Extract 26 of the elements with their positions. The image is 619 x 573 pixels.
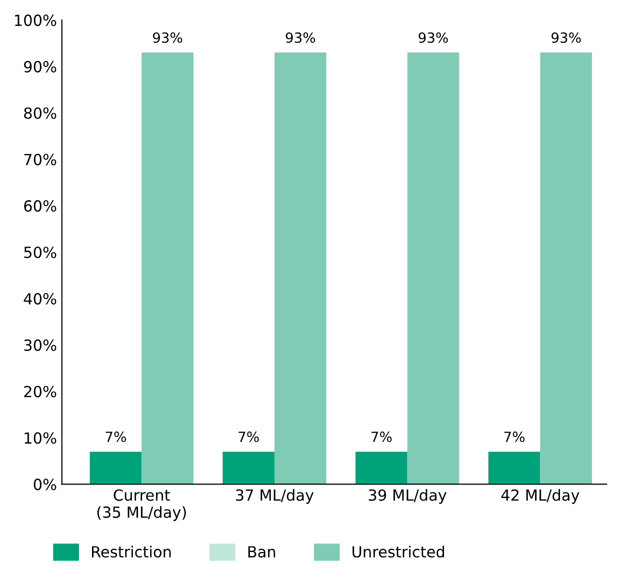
y-tick-label: 80% [24, 107, 56, 119]
y-tick-label: 30% [24, 339, 56, 351]
data-label: 7% [238, 432, 259, 442]
x-tick-label: Current (35 ML/day) [97, 489, 186, 521]
data-label: 93% [552, 32, 581, 43]
data-label: 7% [372, 432, 392, 442]
y-tick-label: 100% [15, 14, 56, 26]
y-tick-label: 10% [24, 432, 56, 444]
y-tick-label: 40% [24, 293, 56, 305]
y-tick-label: 0% [34, 478, 56, 490]
legend-label: Ban [248, 546, 276, 558]
y-tick-label: 50% [24, 246, 56, 258]
x-tick-label: 39 ML/day [368, 489, 446, 504]
legend-label: Unrestricted [352, 546, 444, 558]
legend-label: Restriction [92, 546, 171, 558]
data-label: 93% [286, 32, 316, 43]
x-tick-label: 37 ML/day [236, 489, 314, 504]
x-tick-label: 42 ML/day [501, 489, 580, 504]
data-label: 93% [152, 32, 182, 43]
y-tick-label: 70% [24, 154, 56, 166]
y-tick-label: 90% [24, 60, 56, 72]
data-label: 7% [504, 432, 525, 442]
y-tick-label: 60% [24, 200, 56, 212]
data-label: 7% [106, 432, 126, 442]
y-tick-label: 20% [24, 386, 56, 398]
data-label: 93% [418, 32, 448, 43]
